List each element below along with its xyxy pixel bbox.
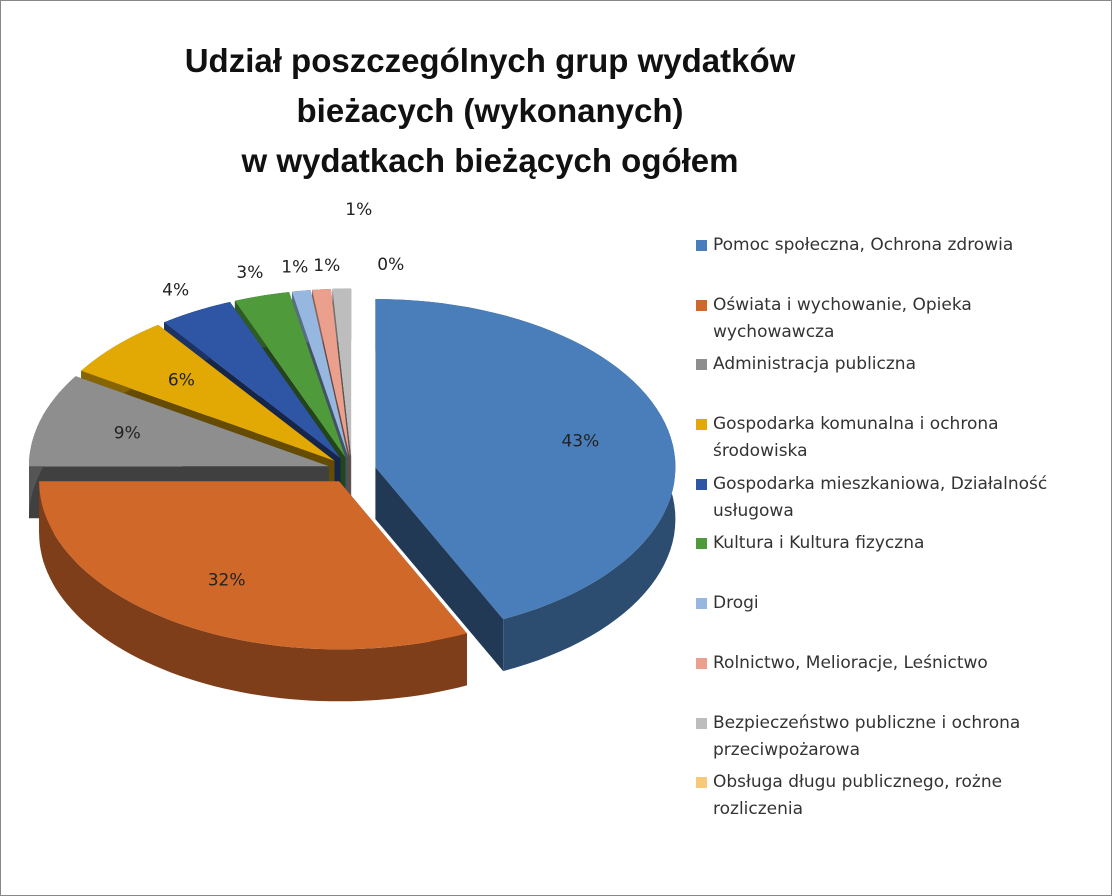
data-label: 3% <box>236 263 263 283</box>
pie-slice <box>312 289 350 457</box>
data-label: 1% <box>345 200 372 220</box>
legend-label: Drogi <box>713 593 759 614</box>
legend-swatch <box>696 538 707 550</box>
chart-title: bieżacych (wykonanych) <box>297 92 684 129</box>
pie-slice <box>29 376 329 467</box>
legend-label: Bezpieczeństwo publiczne i ochrona przec… <box>713 712 1021 760</box>
legend-label: Obsługa długu publicznego, rożne rozlicz… <box>713 772 1003 820</box>
legend-label: Oświata i wychowanie, Opieka wychowawcza <box>713 294 972 342</box>
legend-label: Kultura i Kultura fizyczna <box>713 533 925 554</box>
legend-item: Drogi <box>696 590 1096 650</box>
chart-title: Udział poszczególnych grup wydatków <box>185 42 796 79</box>
legend-swatch <box>696 657 707 669</box>
legend-item: Obsługa długu publicznego, rożne rozlicz… <box>696 769 1096 829</box>
legend-label: Gospodarka komunalna i ochrona środowisk… <box>713 414 999 462</box>
slice-side <box>375 467 504 672</box>
pie-slice <box>81 324 335 461</box>
chart-title: w wydatkach bieżących ogółem <box>241 142 739 179</box>
legend-item: Bezpieczeństwo publiczne i ochrona przec… <box>696 710 1096 770</box>
pie-slice <box>39 481 467 650</box>
legend-item: Pomoc społeczna, Ochrona zdrowia <box>696 232 1096 292</box>
legend-item: Rolnictwo, Melioracje, Leśnictwo <box>696 650 1096 710</box>
pie-slice <box>292 290 349 457</box>
legend-item: Kultura i Kultura fizyczna <box>696 530 1096 590</box>
legend: Pomoc społeczna, Ochrona zdrowia Oświata … <box>696 232 1096 829</box>
legend-item: Oświata i wychowanie, Opieka wychowawcza <box>696 292 1096 352</box>
data-label: 0% <box>377 255 404 275</box>
legend-swatch <box>696 717 707 729</box>
legend-label: Gospodarka mieszkaniowa, Działalność usł… <box>713 473 1048 521</box>
data-label: 43% <box>561 431 599 451</box>
legend-label: Rolnictwo, Melioracje, Leśnictwo <box>713 652 988 673</box>
pie-slice <box>164 302 341 459</box>
legend-item: Administracja publiczna <box>696 351 1096 411</box>
pie-slice <box>375 299 676 620</box>
legend-label: Administracja publiczna <box>713 354 916 375</box>
legend-item: Gospodarka mieszkaniowa, Działalność usł… <box>696 471 1096 531</box>
data-label: 6% <box>168 370 195 390</box>
legend-swatch <box>696 478 707 490</box>
legend-label: Pomoc społeczna, Ochrona zdrowia <box>713 235 1014 255</box>
legend-swatch <box>696 359 707 371</box>
legend-swatch <box>696 777 707 789</box>
legend-item: Gospodarka komunalna i ochrona środowisk… <box>696 411 1096 471</box>
pie-slice <box>234 292 346 458</box>
data-label: 4% <box>162 280 189 300</box>
data-label: 1% <box>313 256 340 276</box>
data-label: 9% <box>114 423 141 443</box>
legend-swatch <box>696 598 707 610</box>
legend-swatch <box>696 240 707 251</box>
slice-wall <box>39 481 467 702</box>
data-label: 1% <box>281 258 308 278</box>
pie-slice <box>332 288 352 457</box>
data-label: 32% <box>208 571 246 591</box>
legend-swatch <box>696 419 707 431</box>
legend-swatch <box>696 299 707 311</box>
